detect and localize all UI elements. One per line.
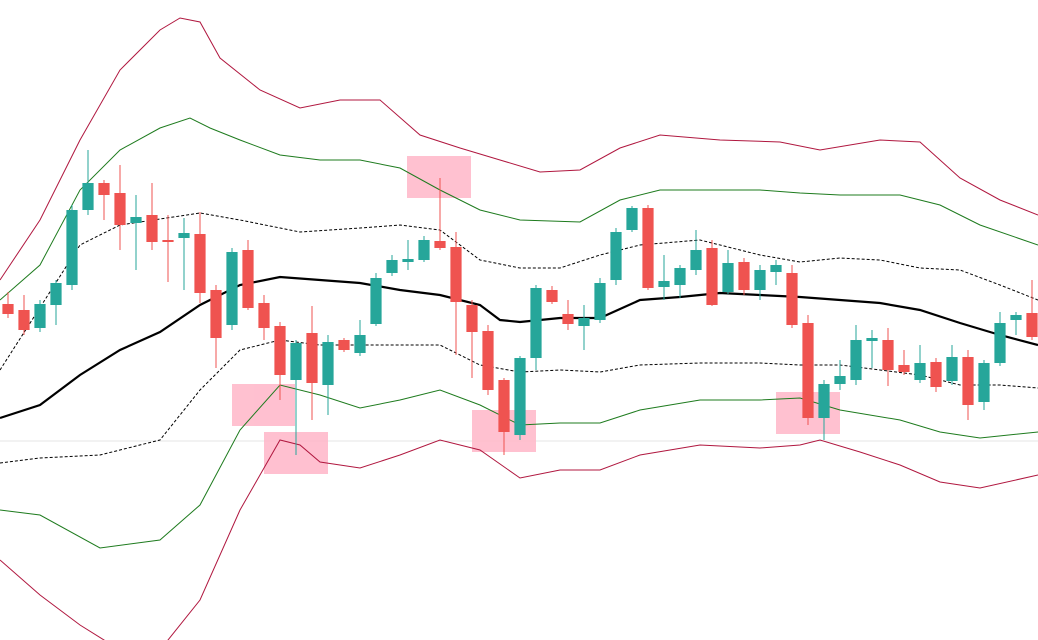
candle-body	[338, 340, 350, 350]
candle-body	[98, 183, 110, 195]
candle-body	[434, 241, 446, 248]
candle-body	[34, 304, 46, 328]
candle-body	[258, 303, 270, 328]
candle-body	[706, 248, 718, 305]
candle-body	[866, 338, 878, 341]
candle-body	[210, 290, 222, 338]
candle-body	[770, 265, 782, 272]
candle-body	[66, 210, 78, 285]
candle-body	[466, 305, 478, 332]
candle-body	[530, 288, 542, 358]
band-dotted-line	[0, 212, 1038, 371]
candle-body	[898, 365, 910, 372]
candle-body	[130, 217, 142, 223]
indicator-line	[0, 117, 1038, 301]
candle-body	[2, 304, 14, 314]
candle-body	[626, 208, 638, 230]
candle-body	[562, 314, 574, 324]
candle-body	[642, 208, 654, 288]
plot-area	[0, 17, 1038, 640]
candle-body	[834, 376, 846, 384]
candle-body	[578, 318, 590, 326]
candle-body	[914, 363, 926, 380]
candle-body	[546, 290, 558, 302]
candle-body	[1026, 313, 1038, 337]
candle-body	[450, 247, 462, 302]
candle-body	[930, 362, 942, 387]
signal-box	[407, 156, 471, 198]
candle-body	[482, 331, 494, 390]
candle-body	[882, 340, 894, 370]
candle-body	[754, 270, 766, 290]
candle-body	[1010, 315, 1022, 320]
candle-body	[370, 278, 382, 324]
candle-body	[738, 262, 750, 290]
candle-body	[290, 343, 302, 380]
band-dotted-line	[0, 339, 1038, 464]
candle-body	[194, 234, 206, 293]
candle-body	[50, 283, 62, 305]
candle-body	[114, 193, 126, 225]
candle-body	[674, 268, 686, 285]
candle-body	[402, 259, 414, 262]
candle-body	[242, 250, 254, 308]
indicator-line	[0, 439, 1038, 640]
candle-body	[610, 232, 622, 280]
candle-body	[178, 233, 190, 238]
candle-body	[306, 333, 318, 383]
candle-body	[498, 380, 510, 432]
candle-body	[978, 363, 990, 402]
candle-body	[18, 310, 30, 330]
candle-body	[82, 183, 94, 210]
signal-box	[232, 384, 295, 426]
candle-body	[594, 283, 606, 320]
candle-body	[418, 240, 430, 260]
candle-body	[786, 273, 798, 325]
candle-body	[146, 215, 158, 242]
candle-body	[226, 252, 238, 325]
indicator-line	[0, 17, 1038, 281]
candle-body	[514, 358, 526, 435]
candle-body	[690, 250, 702, 270]
candle-body	[162, 240, 174, 242]
candle-body	[946, 357, 958, 381]
candle-body	[818, 384, 830, 418]
candle-body	[802, 323, 814, 418]
candle-body	[994, 323, 1006, 363]
candle-body	[850, 340, 862, 380]
candle-body	[962, 357, 974, 405]
candle-body	[658, 281, 670, 287]
candle-body	[354, 335, 366, 353]
candle-body	[274, 326, 286, 375]
candle-body	[386, 260, 398, 273]
candle-body	[322, 342, 334, 385]
indicator-line	[0, 275, 1038, 420]
candle-body	[722, 263, 734, 292]
